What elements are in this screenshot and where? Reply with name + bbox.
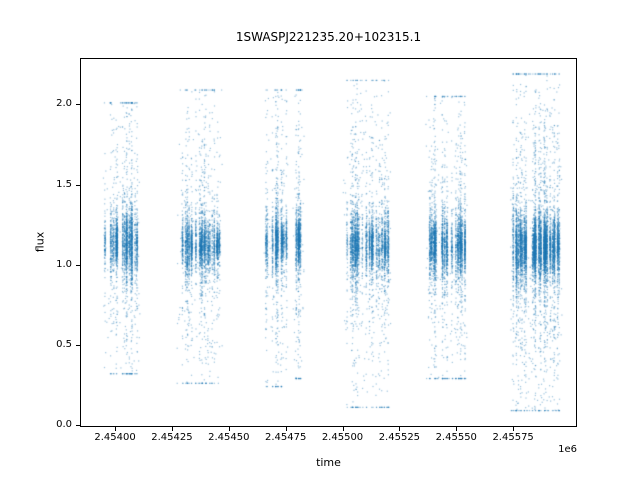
x-axis-label: time <box>316 456 341 469</box>
y-tick-mark <box>76 184 80 186</box>
plot-area <box>80 58 577 427</box>
x-tick-mark <box>228 427 230 431</box>
chart-title: 1SWASPJ221235.20+102315.1 <box>235 30 422 44</box>
x-tick-mark <box>171 427 173 431</box>
x-tick-mark <box>513 427 515 431</box>
x-tick-label: 2.45525 <box>378 432 421 443</box>
x-tick-mark <box>399 427 401 431</box>
x-tick-mark <box>115 427 117 431</box>
y-tick-label: 1.5 <box>56 178 72 190</box>
y-tick-mark <box>76 104 80 106</box>
x-tick-label: 2.45550 <box>435 432 477 443</box>
x-tick-label: 2.45425 <box>151 432 193 443</box>
x-tick-mark <box>456 427 458 431</box>
x-tick-mark <box>285 427 287 431</box>
x-tick-label: 2.45450 <box>208 432 250 443</box>
y-tick-label: 0.5 <box>56 338 72 350</box>
y-tick-mark <box>76 344 80 346</box>
scatter-plot-canvas <box>81 59 576 426</box>
x-tick-label: 2.45475 <box>264 432 307 443</box>
y-tick-mark <box>76 425 80 426</box>
x-tick-label: 2.45575 <box>492 432 534 443</box>
y-tick-label: 2.0 <box>56 98 72 110</box>
y-axis-label: flux <box>33 231 47 253</box>
x-tick-label: 2.45500 <box>321 432 364 443</box>
y-tick-mark <box>76 264 80 266</box>
y-tick-label: 0.0 <box>56 419 72 430</box>
x-tick-label: 2.45400 <box>94 432 136 443</box>
y-tick-label: 1.0 <box>56 258 72 270</box>
x-axis-offset-label: 1e6 <box>558 444 577 455</box>
x-tick-mark <box>342 427 344 431</box>
